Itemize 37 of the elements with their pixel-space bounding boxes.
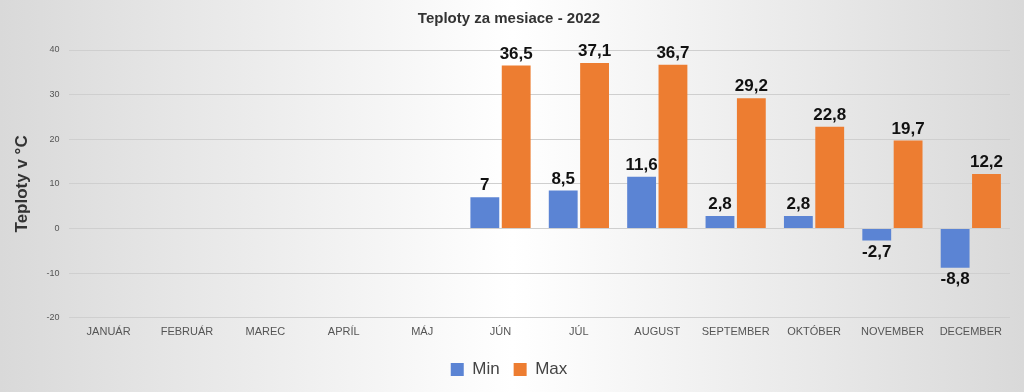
data-label: 8,5	[551, 168, 576, 188]
data-label: 7	[480, 175, 490, 195]
y-axis-title: Teploty v °C	[11, 135, 31, 233]
data-label: 22,8	[813, 104, 847, 124]
data-label: 12,2	[969, 152, 1004, 172]
x-tick-label: SEPTEMBER	[701, 325, 770, 338]
data-label: -8,8	[940, 269, 970, 288]
data-label: 36,7	[656, 42, 690, 62]
y-tick-label: 40	[49, 44, 60, 55]
y-tick-label: 10	[49, 178, 60, 189]
x-tick-label: JANUÁR	[86, 325, 131, 338]
data-label: -2,7	[862, 241, 892, 261]
x-tick-label: MÁJ	[411, 325, 434, 338]
x-tick-label: JÚN	[489, 325, 512, 338]
data-label: 36,5	[499, 43, 533, 63]
x-tick-label: APRÍL	[327, 325, 360, 338]
y-tick-label: 30	[49, 89, 60, 100]
data-label: 2,8	[708, 194, 732, 214]
x-tick-label: FEBRUÁR	[160, 325, 214, 338]
y-tick-label: 20	[49, 133, 60, 144]
y-tick-label: -10	[46, 267, 60, 278]
chart-title: Teploty za mesiace - 2022	[417, 9, 601, 27]
y-tick-label: -20	[46, 312, 60, 323]
data-label: 11,6	[625, 154, 658, 174]
legend-label: Min	[472, 359, 500, 379]
x-tick-label: MAREC	[245, 325, 286, 338]
data-label: 29,2	[734, 76, 768, 96]
data-label: 37,1	[578, 41, 612, 61]
x-tick-label: AUGUST	[634, 325, 681, 338]
legend-label: Max	[535, 359, 568, 379]
data-label: 19,7	[891, 118, 925, 138]
data-label: 2,8	[786, 194, 811, 214]
x-tick-label: NOVEMBER	[860, 325, 924, 338]
y-tick-label: 0	[54, 223, 60, 234]
x-tick-label: DECEMBER	[939, 325, 1003, 338]
x-tick-label: OKTÓBER	[787, 325, 841, 338]
x-tick-label: JÚL	[569, 325, 589, 338]
